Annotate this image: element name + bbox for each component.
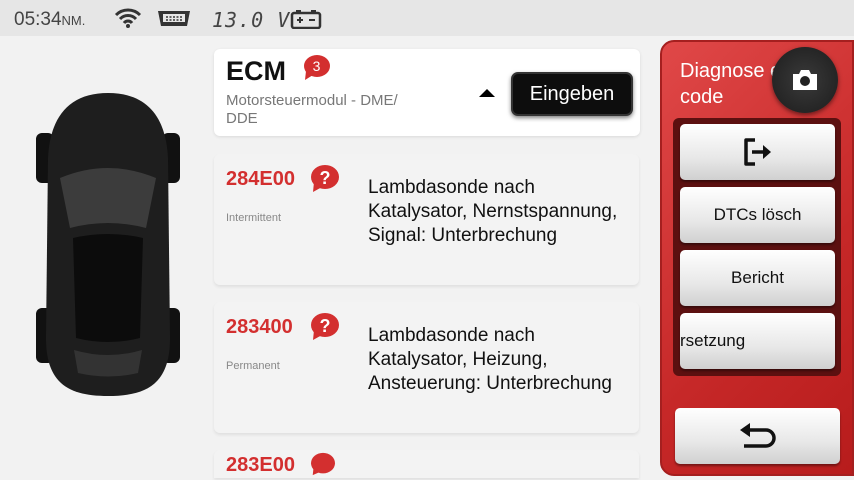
time: 05:34 (14, 9, 62, 30)
dtc-description: Lambdasonde nach Katalysator, Heizung, A… (368, 325, 612, 394)
speech-bubble-icon (304, 55, 330, 80)
dtc-description: Lambdasonde nach Katalysator, Nernstspan… (368, 177, 618, 246)
clear-dtcs-button[interactable]: DTCs lösch (680, 187, 835, 243)
clock: 05:34NM. (14, 9, 85, 31)
obd-connector-icon (158, 11, 190, 26)
battery-icon (290, 10, 322, 29)
module-header: ECM 3 Motorsteuermodul - DME/ DDE Eingeb… (214, 49, 640, 136)
enter-button[interactable]: Eingeben (511, 72, 633, 116)
exit-icon (743, 138, 771, 166)
svg-text:?: ? (320, 316, 331, 336)
exit-button[interactable] (680, 124, 835, 180)
dtc-item[interactable]: 283400 ? Permanent Lambdasonde nach Kata… (214, 302, 639, 433)
camera-icon (793, 70, 817, 90)
back-button[interactable] (675, 408, 840, 464)
dtc-code: 283E00 (226, 454, 295, 476)
wifi-icon (114, 8, 142, 28)
back-icon (739, 423, 776, 448)
module-name: ECM (226, 56, 286, 86)
voltage-readout: 13.0 V (212, 8, 291, 32)
dtc-code: 284E00 (226, 168, 295, 190)
dtc-status: Intermittent (226, 212, 282, 224)
vehicle-image (36, 93, 180, 396)
dtc-count: 3 (312, 58, 321, 74)
translate-button[interactable]: rsetzung (680, 313, 835, 369)
report-button[interactable]: Bericht (680, 250, 835, 306)
dtc-status: Permanent (226, 360, 280, 372)
status-bar: 05:34NM. 13.0 V (0, 0, 854, 36)
help-icon[interactable]: ? (310, 312, 340, 342)
dtc-item[interactable]: 283E00 (214, 450, 639, 478)
collapse-arrow-icon[interactable] (479, 89, 495, 97)
screenshot-button[interactable] (772, 47, 838, 113)
dtc-item[interactable]: 284E00 ? Intermittent Lambdasonde nach K… (214, 154, 639, 285)
dtc-count-badge: 3 (303, 55, 330, 80)
panel-title: Diagnose er code (680, 60, 788, 108)
ampm: NM. (61, 13, 86, 28)
module-description: Motorsteuermodul - DME/ DDE (226, 92, 398, 127)
dtc-list[interactable]: 284E00 ? Intermittent Lambdasonde nach K… (214, 150, 640, 478)
help-icon[interactable] (310, 452, 336, 476)
svg-text:?: ? (320, 168, 331, 188)
dtc-code: 283400 (226, 316, 293, 338)
help-icon[interactable]: ? (310, 164, 340, 194)
